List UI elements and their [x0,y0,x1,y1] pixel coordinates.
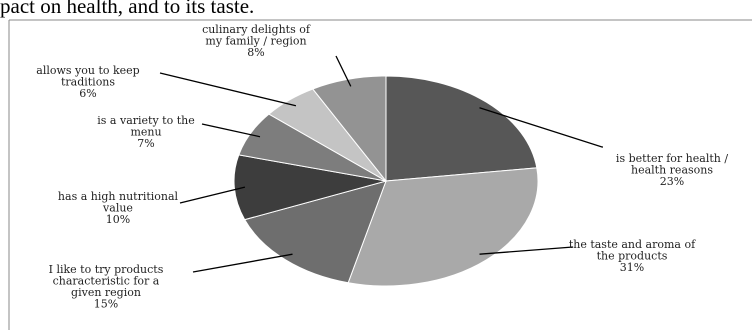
pie-slices [233,75,539,287]
slice-label-line: traditions [61,76,115,89]
pie-slice [347,167,539,287]
leader-line [159,72,297,107]
slice-percent: 6% [79,87,96,100]
slice-percent: 8% [247,46,264,59]
pie-slice [385,75,538,182]
leader-line [201,123,261,138]
slice-label: culinary delights of my family / region 8% [202,23,311,59]
slice-label-line: menu [130,126,161,139]
slice-label: is a variety to the menu 7% [97,114,194,150]
slice-label-line: characteristic for a [53,275,160,288]
slice-percent: 7% [137,137,154,150]
slice-label-line: culinary delights of [202,23,311,36]
slice-label-line: my family / region [205,35,306,48]
slice-label-line: is a variety to the [97,114,194,127]
leader-lines [159,55,603,273]
slice-percent: 10% [106,213,130,226]
header-text: pact on health, and to its taste. [0,0,255,18]
slice-label: allows you to keep traditions 6% [36,64,139,100]
slice-label: the taste and aroma of the products 31% [569,238,696,274]
slice-label-line: I like to try products [49,263,164,276]
slice-label-line: is better for health / [616,152,728,165]
slice-label: I like to try products characteristic for… [49,263,164,311]
leader-line [192,253,293,273]
pie-slice [233,154,387,221]
slice-label-line: allows you to keep [36,64,139,77]
slice-label-line: health reasons [631,164,713,177]
leader-line [479,246,574,255]
leader-line [335,55,352,87]
slice-percent: 23% [660,175,684,188]
slice-percent: 31% [620,261,644,274]
leader-line [179,186,246,204]
slice-label: is better for health / health reasons 23% [616,152,728,188]
slice-label-line: given region [71,286,141,299]
leader-line [479,107,603,148]
slice-label-line: has a high nutritional [58,190,179,203]
slice-label-line: value [102,202,133,215]
pie-slice [311,75,387,183]
slice-percent: 15% [94,298,118,311]
pie-slice [243,180,387,284]
slice-label: has a high nutritional value 10% [58,190,179,226]
slice-label-line: the taste and aroma of [569,238,696,251]
slice-label-line: the products [597,250,668,263]
slice-labels: is better for health / health reasons 23% t… [36,23,728,311]
